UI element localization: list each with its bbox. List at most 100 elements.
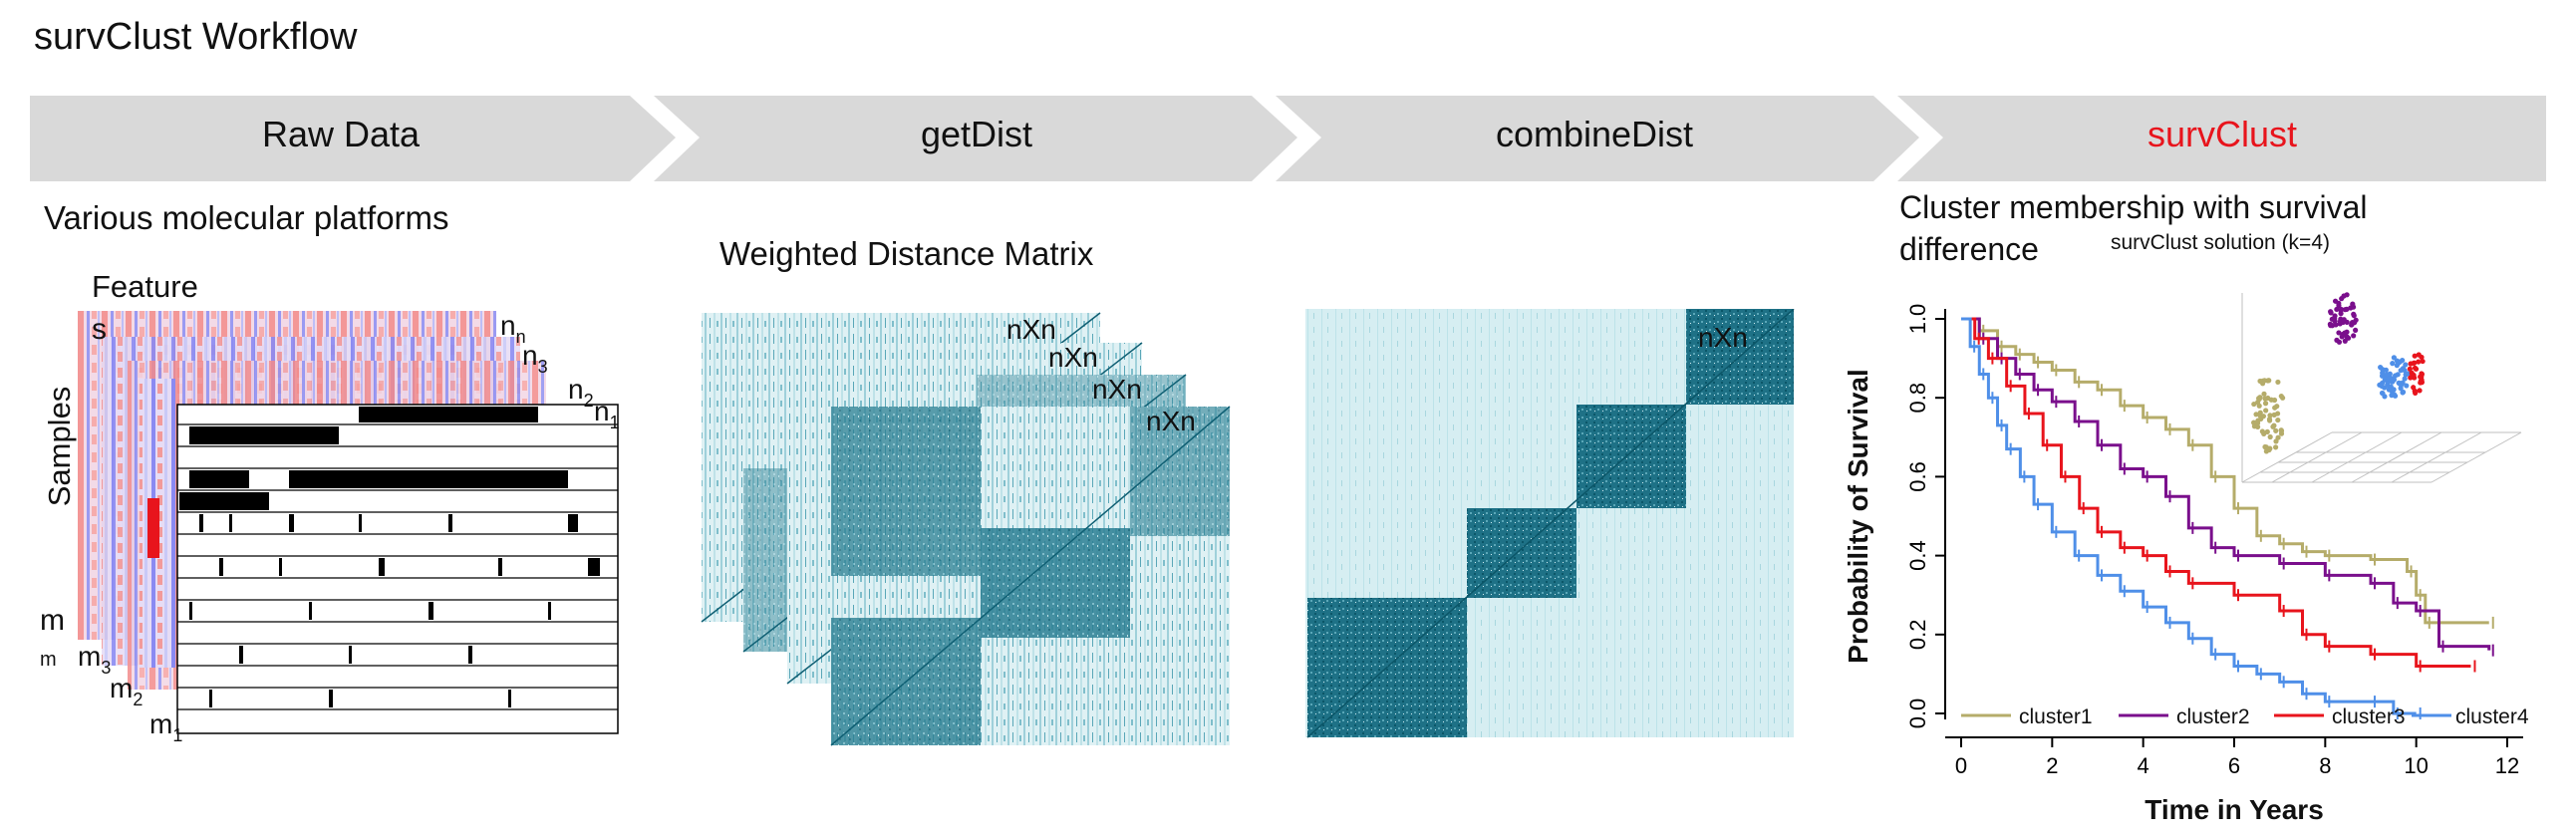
scatter-point: [2267, 445, 2273, 451]
scatter-point: [2390, 361, 2396, 367]
scatter-point: [2257, 378, 2263, 385]
y-ticks: 0.0 0.2 0.4 0.6 0.8 1.0: [1905, 304, 1945, 729]
x-tick-label: 6: [2228, 753, 2240, 778]
n-label-n: nn: [500, 310, 526, 347]
svg-text:m2: m2: [110, 673, 143, 709]
scatter-point: [2260, 414, 2267, 420]
scatter-point: [2268, 397, 2274, 403]
chevron-survclust: [1897, 96, 2546, 181]
m-label-1: m1: [149, 708, 182, 745]
y-tick-label: 0.0: [1905, 699, 1930, 729]
scatter-point: [2342, 338, 2348, 344]
scatter-point: [2251, 401, 2257, 408]
raw-data-diagram: Feature Samples s m nn n3 n2 n1 m m3 m2 …: [40, 269, 620, 745]
s-label: s: [92, 313, 107, 346]
x-tick-label: 8: [2319, 753, 2331, 778]
x-tick-label: 10: [2404, 753, 2428, 778]
scatter-point: [2411, 385, 2417, 391]
combined-nxn-label: nXn: [1698, 322, 1748, 353]
scatter-point: [2418, 374, 2424, 380]
scatter-point: [2263, 408, 2269, 414]
scatter-point: [2262, 401, 2269, 407]
km-curve-cluster1: [1961, 317, 2489, 625]
scatter-point: [2350, 301, 2356, 307]
scatter-point: [2334, 306, 2340, 313]
x-axis-label: Time in Years: [2145, 794, 2324, 825]
scatter-point: [2412, 353, 2418, 359]
scatter-point: [2328, 309, 2334, 315]
x-tick-label: 2: [2046, 753, 2058, 778]
scatter-point: [2400, 390, 2406, 396]
y-axis-label: Probability of Survival: [1843, 369, 1873, 664]
scatter-point: [2382, 394, 2388, 400]
x-tick-label: 12: [2495, 753, 2519, 778]
nxn-label-3: nXn: [1092, 374, 1142, 405]
scatter-point: [2349, 319, 2356, 326]
scatter-point: [2379, 383, 2385, 390]
scatter-point: [2332, 316, 2338, 322]
scatter-point: [2340, 319, 2346, 326]
scatter-point: [2398, 368, 2404, 374]
y-tick-label: 0.2: [1905, 620, 1930, 651]
km-curve-cluster4: [1961, 317, 2417, 715]
km-series: [1961, 317, 2494, 719]
scatter-point: [2408, 375, 2414, 381]
scatter-point: [2340, 331, 2346, 338]
scatter-point: [2251, 420, 2257, 425]
scatter-point: [2391, 377, 2398, 383]
scatter-point: [2338, 306, 2345, 313]
inset-title: survClust solution (k=4): [2111, 231, 2330, 254]
scatter-point: [2386, 387, 2392, 393]
scatter-point: [2344, 329, 2350, 335]
legend-label-cluster2: cluster2: [2176, 705, 2250, 728]
y-tick-label: 0.4: [1905, 540, 1930, 571]
scatter-point: [2391, 387, 2397, 393]
m-label-3: m3: [78, 641, 111, 678]
survclust-subtitle-line1: Cluster membership with survival: [1899, 189, 2368, 225]
nxn-label-4: nXn: [1146, 406, 1196, 436]
svg-text:n1: n1: [594, 396, 620, 432]
mutation-matrix: [176, 404, 619, 734]
scatter-point: [2267, 433, 2273, 440]
scatter-point: [2402, 376, 2408, 382]
legend-label-cluster3: cluster3: [2332, 705, 2406, 728]
combined-distance-matrix: nXn: [1305, 309, 1795, 738]
scatter-point: [2348, 305, 2354, 311]
scatter-point: [2351, 333, 2357, 339]
stage-label-survclust: survClust: [2147, 114, 2298, 154]
scatter-point: [2403, 362, 2409, 368]
scatter-point: [2391, 392, 2398, 398]
y-tick-label: 0.6: [1905, 461, 1930, 492]
m-label-2: m2: [110, 673, 143, 709]
scatter-point: [2278, 393, 2284, 400]
legend-label-cluster4: cluster4: [2455, 705, 2529, 728]
scatter-point: [2327, 321, 2333, 327]
scatter-point: [2400, 357, 2406, 364]
scatter-point: [2275, 379, 2281, 386]
scatter-point: [2255, 418, 2261, 423]
figure-title: survClust Workflow: [34, 16, 358, 58]
svg-text:m1: m1: [149, 708, 182, 745]
scatter-point: [2336, 330, 2342, 336]
chevron-raw-data: [30, 96, 676, 181]
scatter-point: [2353, 327, 2359, 333]
scatter-point: [2261, 378, 2268, 384]
scatter-point: [2398, 382, 2405, 389]
m-label: m: [40, 604, 65, 637]
scatter-point: [2256, 403, 2262, 409]
scatter-point: [2275, 417, 2281, 423]
scatter-point: [2416, 359, 2422, 365]
svg-text:m3: m3: [78, 641, 111, 678]
y-tick-label: 1.0: [1905, 304, 1930, 335]
scatter-point: [2387, 371, 2393, 377]
km-curve-cluster2: [1961, 317, 2491, 651]
chevron-getdist: [654, 96, 1297, 181]
km-curve-cluster3: [1961, 317, 2471, 668]
scatter-point: [2273, 444, 2279, 450]
n-label-3: n3: [522, 340, 548, 377]
scatter-point: [2333, 322, 2339, 328]
raw-data-subtitle: Various molecular platforms: [44, 199, 449, 236]
scatter-point: [2386, 376, 2392, 382]
scatter-point: [2420, 358, 2426, 365]
scatter-point: [2256, 396, 2262, 402]
